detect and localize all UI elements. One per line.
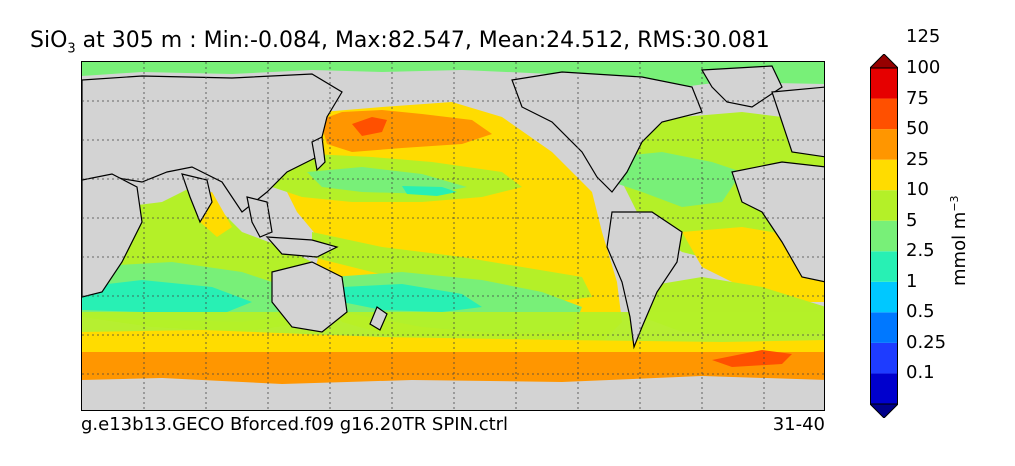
colorbar-segment bbox=[870, 220, 898, 252]
africa-east bbox=[82, 173, 143, 298]
colorbar-segment bbox=[870, 342, 898, 374]
map-panel bbox=[81, 61, 825, 411]
europe-west bbox=[771, 86, 824, 158]
tropical-pacific-band bbox=[312, 232, 592, 302]
gyre-core bbox=[402, 186, 457, 196]
colorbar bbox=[870, 54, 898, 418]
southern-ocean-orange bbox=[82, 352, 824, 384]
colorbar-tick-label: 10 bbox=[906, 179, 929, 201]
southeast-asia bbox=[246, 196, 273, 238]
north-atlantic-green bbox=[612, 152, 742, 207]
indian-ocean-core bbox=[82, 280, 252, 314]
title-subscript: 3 bbox=[67, 41, 76, 57]
colorbar-tick-label: 5 bbox=[906, 209, 918, 231]
years-caption: 31-40 bbox=[772, 414, 825, 435]
colorbar-units: mmol m−3 bbox=[948, 195, 970, 286]
graticule bbox=[82, 62, 824, 410]
colorbar-tick-label: 2.5 bbox=[906, 240, 935, 262]
colorbar-tick-label: 100 bbox=[906, 57, 941, 78]
colorbar-tick-label: 0.25 bbox=[906, 331, 947, 353]
south-pacific-core bbox=[342, 284, 482, 312]
ocean-fields bbox=[82, 62, 824, 410]
colorbar-tick-label: 0.1 bbox=[906, 362, 935, 384]
run-name-caption: g.e13b13.GECO Bforced.f09 g16.20TR SPIN.… bbox=[81, 414, 509, 435]
colorbar-segment bbox=[870, 159, 898, 191]
colorbar-tick-label: 50 bbox=[906, 118, 929, 140]
units-text: mmol m bbox=[949, 211, 970, 286]
colorbar-segment bbox=[870, 68, 898, 99]
colorbar-segment bbox=[870, 312, 898, 343]
colorbar-extend-low bbox=[870, 403, 898, 418]
north-america bbox=[511, 71, 703, 193]
colorbar-segment bbox=[870, 251, 898, 282]
south-america bbox=[606, 211, 683, 350]
units-exponent: −3 bbox=[948, 195, 961, 212]
colorbar-tick-label: 75 bbox=[906, 87, 929, 109]
greenland bbox=[700, 65, 783, 108]
colorbar-tick-label: 25 bbox=[906, 148, 929, 170]
north-pacific-peak bbox=[352, 117, 387, 136]
japan bbox=[311, 136, 326, 172]
colorbar-segment bbox=[870, 98, 898, 130]
colorbar-segment bbox=[870, 129, 898, 160]
colorbar-frame bbox=[870, 67, 898, 405]
antarctica bbox=[82, 376, 824, 410]
africa-west bbox=[731, 161, 824, 283]
colorbar-tick-label: 125 bbox=[906, 26, 941, 48]
colorbar-tick-label: 1 bbox=[906, 270, 918, 292]
colorbar-tick-label: 0.5 bbox=[906, 301, 935, 323]
colorbar-segment bbox=[870, 373, 898, 404]
land-masses bbox=[82, 65, 824, 350]
new-zealand bbox=[369, 306, 388, 331]
colorbar-segment bbox=[870, 190, 898, 221]
title-stats: at 305 m : Min:-0.084, Max:82.547, Mean:… bbox=[75, 28, 770, 53]
indonesia bbox=[265, 236, 339, 258]
eurasia bbox=[82, 73, 343, 213]
title-prefix: SiO bbox=[30, 28, 68, 53]
colorbar-segment bbox=[870, 281, 898, 313]
southern-ocean-peak bbox=[712, 350, 792, 367]
australia bbox=[271, 261, 348, 333]
map-title: SiO3 at 305 m : Min:-0.084, Max:82.547, … bbox=[30, 28, 770, 56]
ocean-contour-map bbox=[82, 62, 824, 410]
colorbar-extend-high bbox=[870, 54, 898, 69]
